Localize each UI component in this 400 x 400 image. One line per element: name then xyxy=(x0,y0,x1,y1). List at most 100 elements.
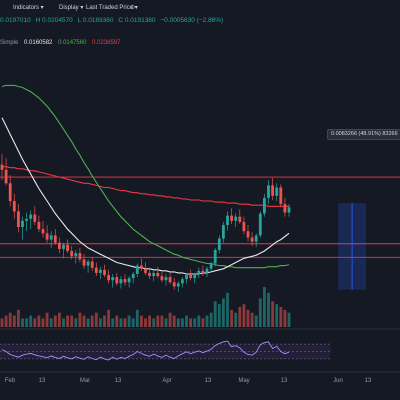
candle-body xyxy=(140,265,143,269)
candle-body xyxy=(152,272,156,277)
volume-bar xyxy=(242,304,246,327)
volume-bar xyxy=(119,318,123,327)
volume-bar xyxy=(135,309,139,327)
x-axis-label: May xyxy=(238,378,249,384)
candle-body xyxy=(82,259,86,266)
candle-body xyxy=(181,279,184,284)
volume-bar xyxy=(283,309,287,327)
volume-bar xyxy=(111,318,115,327)
candle-body xyxy=(45,233,49,240)
volume-bar xyxy=(205,315,209,327)
last-traded-price-button[interactable]: Last Traded Price ▾ xyxy=(86,5,138,11)
ma-legend: Simple 0.0160582 0.0147560 0.0238597 xyxy=(0,40,124,46)
volume-bar xyxy=(8,312,12,327)
volume-bar xyxy=(70,315,74,327)
candle-body xyxy=(164,277,168,281)
candle-body xyxy=(283,204,287,213)
ma-white-line xyxy=(1,117,290,275)
volume-bar xyxy=(193,318,197,327)
candle-body xyxy=(17,211,20,228)
volume-bar xyxy=(131,318,135,327)
volume-bar xyxy=(90,315,94,327)
indicators-button[interactable]: Indicators ▾ xyxy=(13,5,44,11)
settings-icon[interactable]: ⚙ xyxy=(130,5,136,11)
volume-bar xyxy=(168,312,172,327)
candle-body xyxy=(21,220,24,228)
volume-bar xyxy=(58,312,61,327)
candle-body xyxy=(119,279,123,284)
volume-bar xyxy=(12,315,16,327)
ohlc-close: C 0.0191380 xyxy=(118,17,156,24)
candle-body xyxy=(267,185,270,198)
volume-bar xyxy=(82,315,86,327)
candle-body xyxy=(33,214,37,222)
volume-bar xyxy=(160,315,164,327)
candle-body xyxy=(271,185,274,196)
ma-green-line xyxy=(1,84,290,269)
candle-body xyxy=(168,277,172,283)
volume-bar xyxy=(152,318,156,327)
candle-body xyxy=(37,221,41,230)
candle-body xyxy=(189,275,192,279)
volume-bar xyxy=(37,315,41,327)
indicators-label: Indicators xyxy=(13,5,40,11)
candle-body xyxy=(242,221,246,232)
x-axis-label: Apr xyxy=(162,378,171,384)
x-axis-label: Mar xyxy=(80,378,90,384)
ma-type-label: Simple xyxy=(0,40,19,46)
candle-body xyxy=(127,278,131,283)
candle-body xyxy=(226,215,229,225)
measure-tooltip: 0.0083266 (48.91%) 83266 xyxy=(327,129,400,140)
candle-body xyxy=(258,213,262,236)
display-button[interactable]: Display ▾ xyxy=(59,5,84,11)
candle-body xyxy=(148,272,151,277)
volume-bar xyxy=(29,315,33,327)
volume-bar xyxy=(246,309,250,327)
volume-bar xyxy=(41,318,45,327)
ma2-value: 0.0147560 xyxy=(58,40,87,46)
candle-body xyxy=(201,270,205,273)
volume-bar xyxy=(148,315,151,327)
top-toolbar: Indicators ▾ Display ▾ Last Traded Price… xyxy=(0,0,400,16)
volume-bar xyxy=(53,315,57,327)
volume-bar xyxy=(234,312,238,327)
candle-body xyxy=(209,263,213,269)
volume-bar xyxy=(271,301,274,327)
candle-body xyxy=(107,275,110,281)
candle-body xyxy=(115,277,119,284)
candle-body xyxy=(230,215,233,221)
volume-bar xyxy=(66,315,69,327)
candle-body xyxy=(135,265,139,274)
candle-body xyxy=(49,235,53,240)
candle-body xyxy=(254,235,258,242)
rsi-line xyxy=(1,340,290,361)
x-axis-label: 13 xyxy=(205,378,212,384)
candle-body xyxy=(94,267,98,273)
volume-bar xyxy=(279,307,283,327)
x-axis-label: Feb xyxy=(5,378,16,384)
volume-bar xyxy=(94,312,98,327)
candle-body xyxy=(41,229,45,234)
volume-bar xyxy=(254,315,258,327)
candle-body xyxy=(238,216,242,222)
candle-body xyxy=(99,269,102,273)
candle-body xyxy=(29,214,33,219)
candle-body xyxy=(234,216,238,221)
volume-bar xyxy=(217,304,221,327)
volume-bar xyxy=(213,301,217,327)
candle-body xyxy=(66,244,69,252)
candle-body xyxy=(12,201,16,212)
volume-bar xyxy=(164,318,168,327)
volume-bar xyxy=(78,312,82,327)
ohlc-legend: 0.0197010 H 0.0204570 L 0.0189360 C 0.01… xyxy=(0,17,226,24)
candle-body xyxy=(250,237,254,242)
volume-bar xyxy=(21,318,24,327)
volume-bar xyxy=(49,318,53,327)
volume-bar xyxy=(62,318,65,327)
ma3-value: 0.0238597 xyxy=(92,40,121,46)
candle-body xyxy=(78,253,82,260)
volume-bar xyxy=(0,318,4,327)
candle-body xyxy=(103,269,106,275)
volume-bar xyxy=(156,315,160,327)
